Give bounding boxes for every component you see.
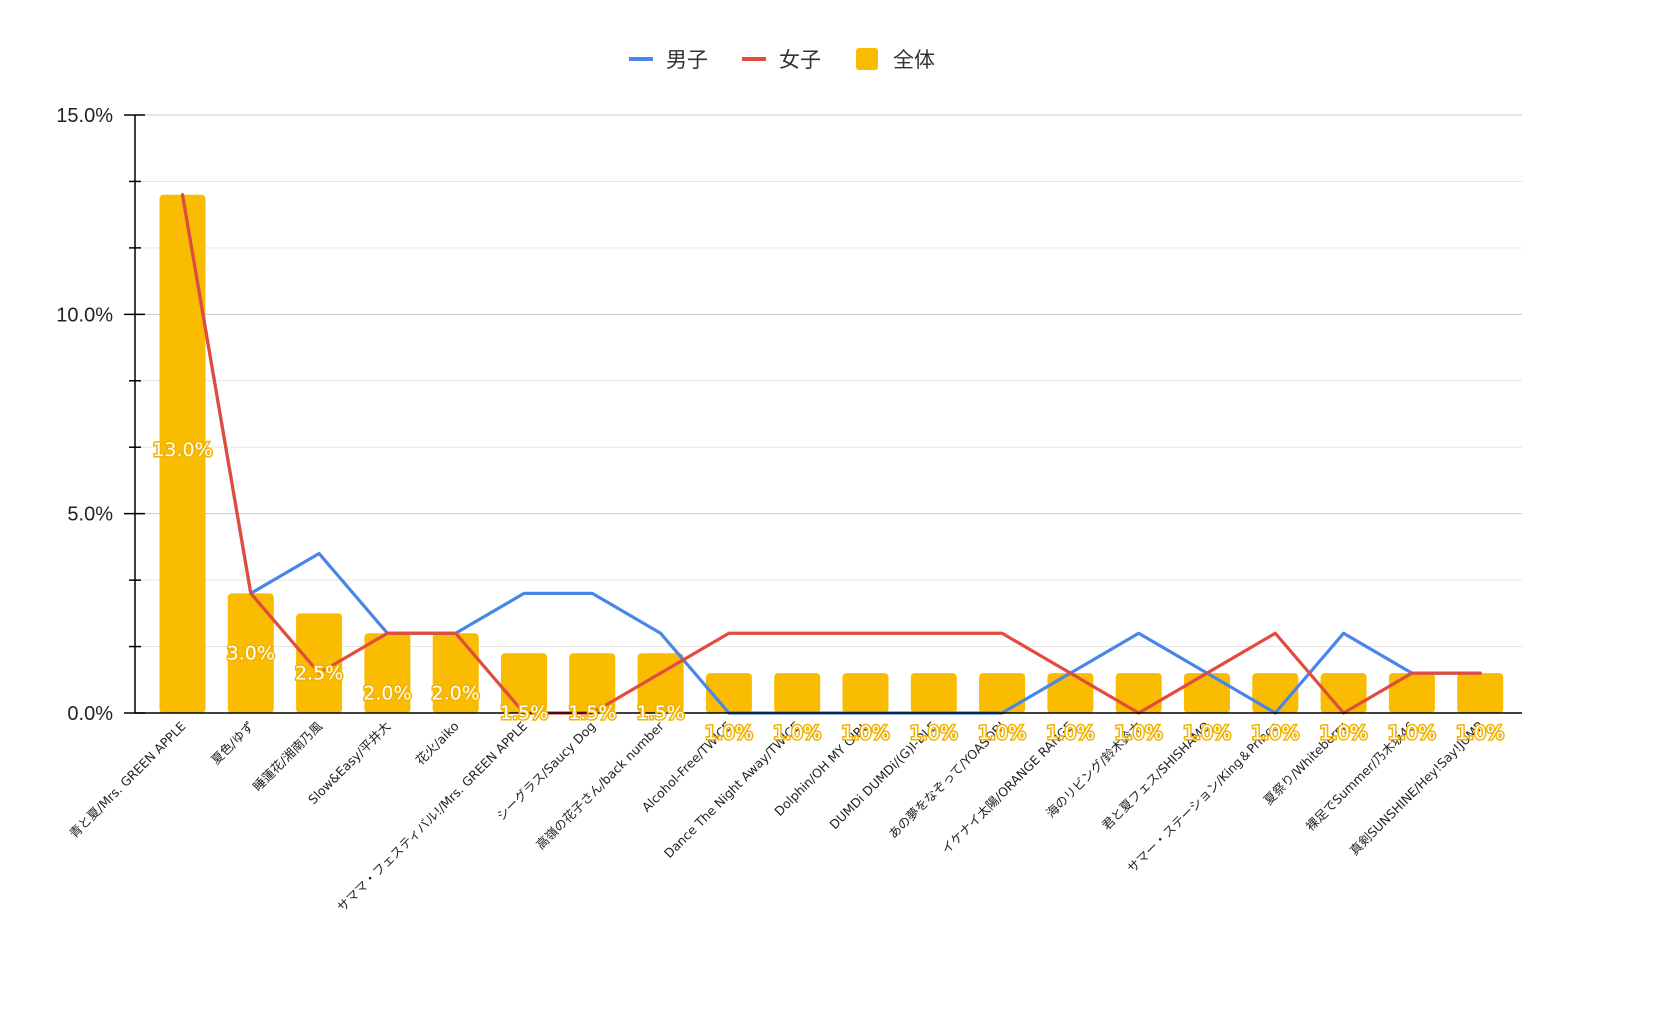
y-tick-label: 0.0% — [67, 703, 113, 725]
legend-item: 男子 — [629, 48, 708, 72]
bar-2 — [227, 593, 274, 713]
bar-data-label: 1.5% — [568, 702, 616, 724]
y-axis-tick-labels: 0.0% 5.0% 10.0% 15.0% — [56, 105, 113, 725]
bar-5 — [432, 633, 479, 713]
bar-14 — [1047, 673, 1094, 713]
bar-data-label: 1.0% — [1388, 722, 1436, 744]
bar-11 — [842, 673, 889, 713]
bar-data-label: 1.0% — [841, 722, 889, 744]
bar-7 — [569, 653, 616, 713]
bar-data-label: 1.0% — [978, 722, 1026, 744]
bar-data-label: 1.0% — [1183, 722, 1231, 744]
bar-data-label: 13.0% — [152, 439, 212, 461]
bar-data-label: 1.5% — [500, 702, 548, 724]
legend-label: 女子 — [779, 48, 821, 72]
bar-15 — [1115, 673, 1162, 713]
bar-13 — [979, 673, 1026, 713]
line-series-2 — [180, 193, 1482, 715]
bar-3 — [296, 613, 343, 713]
axes — [124, 114, 1522, 714]
bar-data-label: 2.0% — [432, 682, 480, 704]
bar-20 — [1457, 673, 1504, 713]
bar-data-label: 1.0% — [773, 722, 821, 744]
bar-1 — [159, 194, 206, 713]
y-tick-label: 5.0% — [67, 504, 113, 526]
legend-label: 全体 — [893, 48, 935, 72]
legend-item: 全体 — [856, 48, 935, 72]
legend-item: 女子 — [742, 48, 821, 72]
bar-4 — [364, 633, 411, 713]
bar-data-labels: 13.0% 3.0% 2.5% 2.0% 2.0% 1.5% 1.5% 1.5% 1.0% 1.0… — [151, 437, 1506, 745]
bar-data-label: 1.5% — [636, 702, 684, 724]
x-category-label: 夏色/ゆず — [208, 719, 257, 768]
x-category-label: 睡蓮花/湘南乃風 — [250, 718, 326, 794]
bar-data-label: 1.0% — [1251, 722, 1299, 744]
bar-17 — [1252, 673, 1299, 713]
bar-12 — [910, 673, 957, 713]
legend-label: 男子 — [666, 48, 708, 72]
x-axis-category-labels: 青と夏/Mrs. GREEN APPLE 夏色/ゆず睡蓮花/湘南乃風Slow&Ea… — [66, 718, 1486, 915]
bar-data-label: 1.0% — [1456, 722, 1504, 744]
bar-data-label: 3.0% — [227, 642, 275, 664]
bar-19 — [1388, 673, 1435, 713]
bar-data-label: 1.0% — [910, 722, 958, 744]
y-tick-label: 10.0% — [56, 304, 113, 326]
bar-10 — [774, 673, 821, 713]
legend: 男子 女子 全体 — [629, 48, 935, 72]
bar-data-label: 1.0% — [1115, 722, 1163, 744]
bar-data-label: 2.0% — [363, 682, 411, 704]
bar-series — [159, 194, 1504, 713]
bar-18 — [1320, 673, 1367, 713]
bar-data-label: 1.0% — [1046, 722, 1094, 744]
bar-data-label: 1.0% — [1319, 722, 1367, 744]
bar-data-label: 1.0% — [705, 722, 753, 744]
bar-data-label: 2.5% — [295, 662, 343, 684]
x-category-label: 高嶺の花子さん/back number — [533, 718, 667, 852]
bar-9 — [705, 673, 752, 713]
bar-16 — [1184, 673, 1230, 713]
y-tick-label: 15.0% — [56, 105, 113, 127]
gridlines — [135, 114, 1522, 648]
x-category-label: 花火/aiko — [412, 719, 461, 768]
x-category-label: 青と夏/Mrs. GREEN APPLE — [66, 718, 188, 840]
legend-bar-swatch — [856, 48, 878, 70]
